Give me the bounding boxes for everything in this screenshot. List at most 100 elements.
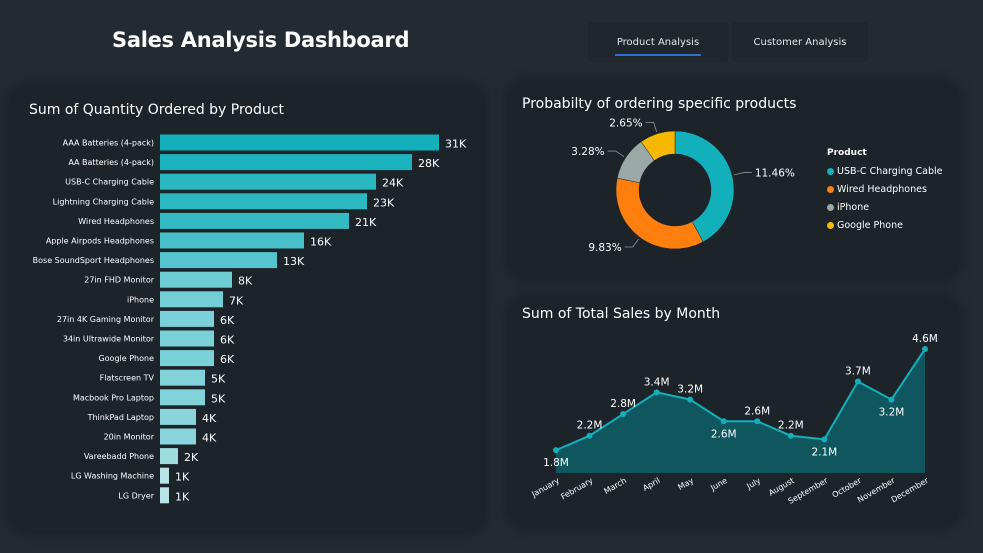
- sales-point-march: [620, 411, 627, 418]
- sales-month-label-march: March: [602, 476, 628, 496]
- bar-lg-washing-machine: [160, 467, 169, 484]
- bar-usb-c-charging-cable: [160, 173, 376, 190]
- sales-month-label-may: May: [676, 476, 695, 492]
- bar-category-label-lightning-charging-cable: Lightning Charging Cable: [53, 197, 154, 206]
- sales-point-january: [553, 447, 559, 454]
- bar-category-label-usb-c-charging-cable: USB-C Charging Cable: [65, 178, 154, 187]
- donut-slice-label-usb-c-charging-cable: 11.46%: [755, 168, 795, 180]
- quantity-bar-chart: AAA Batteries (4-pack) 31K AA Batteries (4…: [33, 134, 467, 504]
- bar-lg-dryer: [160, 487, 169, 504]
- legend-label: iPhone: [837, 201, 870, 213]
- sales-point-december: [922, 346, 928, 352]
- donut-leader-line-wired-headphones: [624, 238, 639, 248]
- donut-slice-wired-headphones: [615, 177, 704, 250]
- bar-category-label-flatscreen-tv: Flatscreen TV: [100, 374, 155, 383]
- legend-swatch: [827, 221, 834, 229]
- legend-label: USB-C Charging Cable: [837, 165, 943, 177]
- sales-month-label-april: April: [641, 476, 661, 493]
- bar-thinkpad-laptop: [160, 408, 196, 425]
- bar-category-label-bose-soundsport-headphones: Bose SoundSport Headphones: [33, 256, 154, 265]
- legend-item-wired-headphones[interactable]: Wired Headphones: [827, 180, 943, 198]
- bar-category-label-27in-fhd-monitor: 27in FHD Monitor: [84, 276, 154, 285]
- legend-label: Google Phone: [837, 219, 903, 231]
- bar-vareebadd-phone: [160, 448, 178, 465]
- sales-point-april: [653, 389, 660, 396]
- bar-category-label-27in-4k-gaming-monitor: 27in 4K Gaming Monitor: [57, 315, 155, 324]
- donut-slice-label-google-phone: 2.65%: [609, 117, 642, 129]
- legend-swatch: [827, 167, 834, 175]
- bar-lightning-charging-cable: [160, 193, 367, 210]
- donut-slice-label-iphone: 3.28%: [571, 146, 604, 158]
- bar-wired-headphones: [160, 212, 349, 229]
- legend-item-google-phone[interactable]: Google Phone: [827, 216, 943, 234]
- sales-value-label-april: 3.4M: [644, 376, 670, 388]
- bar-category-label-macbook-pro-laptop: Macbook Pro Laptop: [73, 393, 154, 402]
- sales-value-label-november: 3.2M: [879, 407, 905, 419]
- bar-category-label-20in-monitor: 20in Monitor: [104, 433, 155, 442]
- donut-leader-line-google-phone: [645, 121, 658, 132]
- sales-value-label-february: 2.2M: [577, 420, 603, 432]
- bar-value-label-flatscreen-tv: 5K: [211, 373, 226, 386]
- bar-category-label-vareebadd-phone: Vareebadd Phone: [84, 452, 154, 461]
- sales-by-month-panel: Sum of Total Sales by Month 1.8M January 2…: [509, 298, 959, 526]
- bar-27in-fhd-monitor: [160, 271, 232, 288]
- sales-value-label-january: 1.8M: [543, 457, 569, 469]
- bar-value-label-bose-soundsport-headphones: 13K: [283, 255, 305, 268]
- bar-category-label-apple-airpods-headphones: Apple Airpods Headphones: [46, 237, 154, 246]
- quantity-by-product-panel: Sum of Quantity Ordered by Product AAA B…: [10, 86, 484, 531]
- sales-point-september: [821, 436, 828, 443]
- bar-value-label-lightning-charging-cable: 23K: [373, 196, 395, 209]
- bar-category-label-lg-washing-machine: LG Washing Machine: [71, 472, 154, 481]
- bar-category-label-google-phone: Google Phone: [98, 354, 154, 363]
- bar-value-label-27in-fhd-monitor: 8K: [238, 275, 253, 288]
- sales-month-label-december: December: [890, 476, 931, 505]
- sales-line: [555, 348, 926, 452]
- monthly-sales-area-chart: 1.8M January 2.2M February 2.8M March 3.4M Apri…: [529, 333, 938, 506]
- sales-month-label-january: January: [529, 476, 561, 500]
- order-probability-panel: Probabilty of ordering specific products…: [509, 82, 959, 278]
- sales-value-label-september: 2.1M: [811, 446, 837, 458]
- donut-legend: Product USB-C Charging Cable Wired Headp…: [827, 148, 943, 234]
- sales-month-label-july: July: [744, 476, 762, 492]
- bar-value-label-usb-c-charging-cable: 24K: [382, 177, 404, 190]
- legend-swatch: [827, 185, 834, 193]
- sales-value-label-august: 2.2M: [778, 420, 804, 432]
- bar-value-label-lg-washing-machine: 1K: [175, 471, 190, 484]
- tab-bar: Product Analysis Customer Analysis: [588, 22, 868, 62]
- sales-area-fill: [556, 349, 925, 473]
- sales-value-label-october: 3.7M: [845, 366, 871, 378]
- sales-value-label-july: 2.6M: [744, 405, 770, 417]
- sales-point-february: [586, 432, 593, 439]
- bar-category-label-thinkpad-laptop: ThinkPad Laptop: [87, 413, 154, 422]
- bar-aaa-batteries-4-pack: [160, 134, 439, 151]
- bar-flatscreen-tv: [160, 369, 205, 386]
- bar-bose-soundsport-headphones: [160, 252, 277, 269]
- legend-item-iphone[interactable]: iPhone: [827, 198, 943, 216]
- area-chart-title: Sum of Total Sales by Month: [522, 306, 721, 322]
- tab-product-analysis[interactable]: Product Analysis: [588, 22, 728, 62]
- sales-point-july: [754, 418, 761, 425]
- sales-value-label-june: 2.6M: [711, 428, 737, 440]
- sales-point-may: [687, 396, 694, 403]
- donut-leader-line-usb-c-charging-cable: [734, 172, 752, 176]
- legend-title: Product: [827, 148, 867, 158]
- bar-category-label-aaa-batteries-4-pack: AAA Batteries (4-pack): [63, 139, 154, 148]
- donut-leader-line-iphone: [607, 150, 625, 157]
- legend-item-usb-c-charging-cable[interactable]: USB-C Charging Cable: [827, 162, 943, 180]
- bar-value-label-google-phone: 6K: [220, 353, 235, 366]
- bar-value-label-thinkpad-laptop: 4K: [202, 412, 217, 425]
- bar-value-label-20in-monitor: 4K: [202, 432, 217, 445]
- sales-point-june: [720, 418, 727, 425]
- bar-20in-monitor: [160, 428, 196, 445]
- bar-category-label-34in-ultrawide-monitor: 34in Ultrawide Monitor: [63, 335, 155, 344]
- sales-month-label-february: February: [559, 476, 594, 502]
- bar-aa-batteries-4-pack: [160, 154, 412, 171]
- bar-value-label-apple-airpods-headphones: 16K: [310, 236, 332, 249]
- sales-value-label-december: 4.6M: [912, 333, 938, 345]
- bar-chart-title: Sum of Quantity Ordered by Product: [29, 102, 284, 118]
- bar-macbook-pro-laptop: [160, 389, 205, 406]
- sales-value-label-may: 3.2M: [677, 384, 703, 396]
- bar-value-label-macbook-pro-laptop: 5K: [211, 392, 226, 405]
- legend-swatch: [827, 203, 834, 211]
- tab-customer-analysis[interactable]: Customer Analysis: [732, 22, 868, 62]
